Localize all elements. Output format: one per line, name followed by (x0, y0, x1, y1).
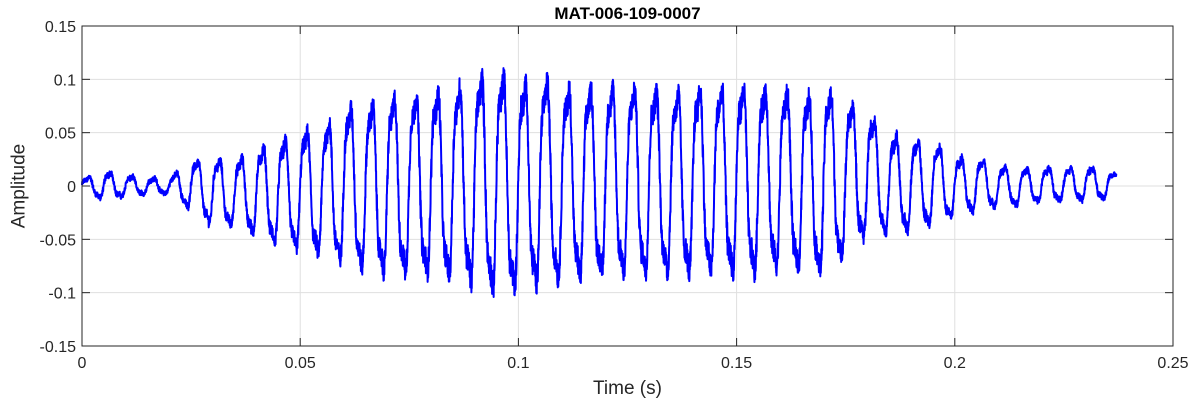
x-tick-label: 0 (78, 355, 87, 372)
x-tick-label: 0.2 (944, 355, 966, 372)
x-tick-label: 0.1 (507, 355, 529, 372)
x-tick-label: 0.05 (285, 355, 316, 372)
x-axis-label: Time (s) (593, 378, 662, 399)
y-tick-label: 0.15 (45, 19, 76, 36)
y-tick-label: -0.1 (48, 286, 76, 303)
y-tick-label: 0.1 (54, 72, 76, 89)
x-axis-ticks: 0 0.05 0.1 0.15 0.2 0.25 (78, 26, 1189, 372)
chart-title: MAT-006-109-0007 (554, 4, 700, 23)
y-axis-ticks: -0.15 -0.1 -0.05 0 0.05 0.1 0.15 (40, 19, 1173, 356)
x-tick-label: 0.15 (721, 355, 752, 372)
y-tick-label: -0.05 (40, 232, 77, 249)
y-axis-label: Amplitude (9, 144, 30, 229)
signal-line (81, 67, 1118, 299)
y-tick-label: 0 (67, 179, 76, 196)
y-tick-label: 0.05 (45, 126, 76, 143)
y-tick-label: -0.15 (40, 339, 77, 356)
series-layer (81, 67, 1118, 299)
x-tick-label: 0.25 (1157, 355, 1188, 372)
